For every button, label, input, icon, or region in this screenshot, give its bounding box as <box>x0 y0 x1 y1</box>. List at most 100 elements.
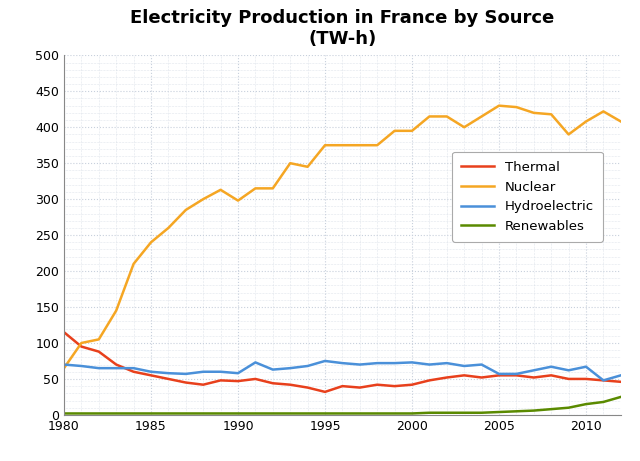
Hydroelectric <box>217 369 225 374</box>
Line: Thermal: Thermal <box>64 332 621 392</box>
Renewables <box>182 411 189 416</box>
Renewables <box>460 410 468 415</box>
Nuclear <box>443 114 451 119</box>
Thermal <box>513 372 520 378</box>
Nuclear <box>182 207 189 213</box>
Thermal <box>547 372 555 378</box>
Hydroelectric <box>547 364 555 369</box>
Renewables <box>547 407 555 412</box>
Hydroelectric <box>147 369 155 374</box>
Thermal <box>460 372 468 378</box>
Nuclear <box>477 114 485 119</box>
Thermal <box>147 372 155 378</box>
Thermal <box>600 378 607 383</box>
Thermal <box>477 375 485 380</box>
Hydroelectric <box>443 361 451 366</box>
Hydroelectric <box>95 366 102 371</box>
Nuclear <box>547 112 555 117</box>
Renewables <box>513 408 520 414</box>
Hydroelectric <box>234 371 242 376</box>
Line: Renewables: Renewables <box>64 397 621 414</box>
Thermal <box>199 382 207 387</box>
Hydroelectric <box>564 367 572 373</box>
Thermal <box>252 376 259 382</box>
Legend: Thermal, Nuclear, Hydroelectric, Renewables: Thermal, Nuclear, Hydroelectric, Renewab… <box>452 152 603 242</box>
Nuclear <box>356 142 364 148</box>
Thermal <box>304 385 312 390</box>
Renewables <box>477 410 485 415</box>
Thermal <box>408 382 416 387</box>
Nuclear <box>373 142 381 148</box>
Renewables <box>217 411 225 416</box>
Hydroelectric <box>477 362 485 367</box>
Nuclear <box>252 186 259 191</box>
Renewables <box>147 411 155 416</box>
Nuclear <box>164 225 172 230</box>
Hydroelectric <box>460 363 468 369</box>
Thermal <box>182 380 189 385</box>
Title: Electricity Production in France by Source
(TW-h): Electricity Production in France by Sour… <box>131 9 554 48</box>
Renewables <box>564 405 572 410</box>
Hydroelectric <box>582 364 590 369</box>
Nuclear <box>460 124 468 130</box>
Nuclear <box>426 114 433 119</box>
Hydroelectric <box>269 367 276 372</box>
Renewables <box>269 411 276 416</box>
Hydroelectric <box>426 362 433 367</box>
Hydroelectric <box>199 369 207 374</box>
Hydroelectric <box>77 363 85 369</box>
Thermal <box>321 389 329 395</box>
Nuclear <box>495 103 503 108</box>
Thermal <box>286 382 294 387</box>
Hydroelectric <box>321 358 329 364</box>
Hydroelectric <box>600 378 607 383</box>
Nuclear <box>130 261 138 266</box>
Renewables <box>426 410 433 415</box>
Renewables <box>373 411 381 416</box>
Nuclear <box>582 119 590 124</box>
Hydroelectric <box>130 366 138 371</box>
Nuclear <box>600 109 607 114</box>
Nuclear <box>113 308 120 313</box>
Nuclear <box>321 142 329 148</box>
Thermal <box>582 376 590 382</box>
Line: Hydroelectric: Hydroelectric <box>64 361 621 380</box>
Renewables <box>304 411 312 416</box>
Nuclear <box>199 196 207 202</box>
Thermal <box>130 369 138 374</box>
Thermal <box>391 384 399 389</box>
Thermal <box>77 344 85 349</box>
Renewables <box>443 410 451 415</box>
Renewables <box>391 411 399 416</box>
Thermal <box>617 379 625 384</box>
Line: Nuclear: Nuclear <box>64 106 621 368</box>
Hydroelectric <box>113 366 120 371</box>
Nuclear <box>217 187 225 193</box>
Nuclear <box>234 198 242 203</box>
Hydroelectric <box>408 360 416 365</box>
Thermal <box>164 376 172 382</box>
Renewables <box>321 411 329 416</box>
Hydroelectric <box>286 366 294 371</box>
Thermal <box>356 385 364 390</box>
Nuclear <box>147 240 155 245</box>
Thermal <box>564 376 572 382</box>
Thermal <box>269 380 276 386</box>
Hydroelectric <box>164 371 172 376</box>
Thermal <box>217 378 225 383</box>
Renewables <box>234 411 242 416</box>
Hydroelectric <box>513 371 520 377</box>
Hydroelectric <box>60 362 68 367</box>
Renewables <box>199 411 207 416</box>
Renewables <box>339 411 346 416</box>
Renewables <box>95 411 102 416</box>
Thermal <box>339 384 346 389</box>
Thermal <box>113 362 120 367</box>
Renewables <box>600 399 607 405</box>
Thermal <box>60 330 68 335</box>
Nuclear <box>408 128 416 134</box>
Hydroelectric <box>391 361 399 366</box>
Renewables <box>356 411 364 416</box>
Hydroelectric <box>304 363 312 369</box>
Thermal <box>495 372 503 378</box>
